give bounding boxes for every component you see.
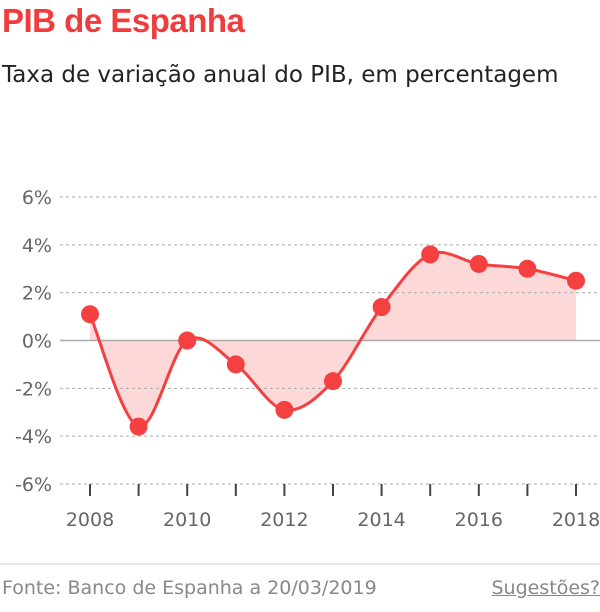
data-point [372,298,391,317]
data-point [129,417,148,436]
data-point [178,331,197,350]
area-fill [90,252,576,427]
x-tick-label: 2016 [455,509,503,531]
y-tick-label: 6% [22,187,52,209]
data-point [469,254,488,273]
data-point [275,400,294,419]
suggestions-link[interactable]: Sugestões? [491,577,600,599]
chart-subtitle: Taxa de variação anual do PIB, em percen… [2,62,559,88]
data-point [324,372,342,391]
source-text: Fonte: Banco de Espanha a 20/03/2019 [2,577,377,599]
y-tick-label: -2% [15,378,52,400]
data-point [518,259,537,278]
data-point [226,355,245,374]
y-tick-label: 0% [22,331,52,353]
x-tick-label: 2018 [552,509,600,531]
data-point [81,305,99,324]
y-tick-label: 4% [22,235,52,257]
y-tick-label: -6% [15,474,52,496]
y-tick-label: -4% [15,426,52,448]
data-point [421,245,440,264]
chart-title: PIB de Espanha [2,2,245,39]
x-tick-label: 2008 [66,509,114,531]
data-point [567,271,585,290]
y-tick-label: 2% [22,283,52,305]
x-tick-label: 2014 [357,509,405,531]
line-chart: -6% -4% -2% 0% 2% 4% 6% 2008 2010 2012 2014 2016 201… [15,187,600,531]
x-tick-label: 2010 [163,509,211,531]
divider [0,563,600,565]
x-tick-label: 2012 [260,509,308,531]
